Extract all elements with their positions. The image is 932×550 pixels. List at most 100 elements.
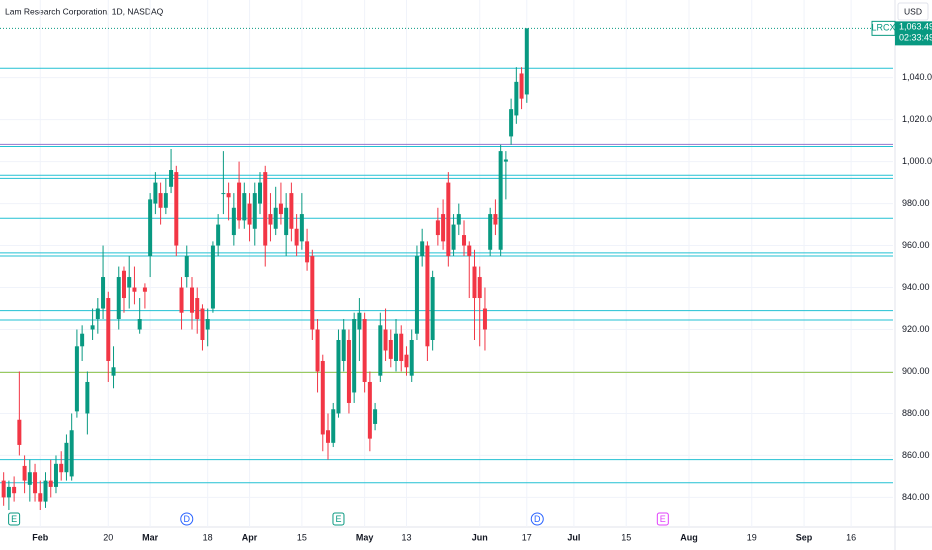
candle-body	[524, 28, 529, 95]
candle-body	[404, 354, 409, 368]
candle-body	[74, 346, 79, 412]
candle-body	[299, 214, 304, 242]
candle-body	[514, 81, 519, 116]
candle-body	[493, 214, 498, 225]
event-marker-label: D	[534, 514, 541, 524]
candle-body	[179, 287, 184, 313]
candle-body	[121, 270, 126, 299]
candle-body	[273, 207, 278, 229]
candle-body	[446, 182, 451, 257]
candle-body	[90, 325, 95, 330]
candle-body	[467, 245, 472, 257]
candle-body	[226, 193, 231, 198]
event-marker	[332, 512, 345, 526]
countdown: 02:33:49	[899, 33, 932, 43]
candle-body	[158, 193, 163, 208]
x-tick-label: Aug	[680, 532, 698, 542]
candle-body	[352, 319, 357, 393]
candle-body	[414, 256, 419, 334]
candle-body	[519, 73, 524, 99]
candle-body	[200, 308, 205, 340]
candle-body	[17, 419, 22, 445]
last-price-label: 1,063.49	[899, 22, 932, 32]
x-tick-label: Jul	[567, 532, 580, 542]
x-tick-label: Feb	[32, 532, 49, 542]
candle-body	[69, 430, 74, 477]
event-marker	[8, 512, 21, 526]
x-tick-label: Sep	[796, 532, 813, 542]
currency[interactable]: USD	[904, 6, 922, 16]
candle-body	[310, 256, 315, 330]
symbol: LRCX	[871, 23, 895, 33]
x-tick-label: 20	[103, 532, 113, 542]
y-tick-label: 880.00	[902, 408, 930, 418]
event-marker-label: E	[660, 514, 666, 524]
event-marker	[530, 512, 544, 526]
x-tick-label: 17	[522, 532, 532, 542]
y-tick-label: 840.00	[902, 492, 930, 502]
candle-body	[169, 170, 174, 187]
candle-body	[367, 381, 372, 439]
x-tick-label: 16	[846, 532, 856, 542]
candle-body	[132, 287, 137, 292]
x-tick-label: Jun	[472, 532, 488, 542]
candle-body	[64, 442, 69, 473]
candle-body	[106, 298, 111, 361]
x-tick-label: Mar	[142, 532, 159, 542]
candle-body	[33, 472, 38, 494]
candle-body	[252, 193, 257, 229]
candle-body	[289, 193, 294, 229]
candle-body	[326, 430, 331, 443]
candle-body	[388, 340, 393, 359]
candle-body	[341, 329, 346, 361]
x-tick-label: 13	[401, 532, 411, 542]
candle-body	[315, 329, 320, 372]
candle-body	[472, 266, 477, 299]
candle-body	[216, 224, 221, 246]
candle-body	[399, 333, 404, 361]
candle-body	[373, 409, 378, 424]
candle-body	[221, 193, 226, 195]
currency-box[interactable]	[897, 2, 929, 21]
candle-body	[362, 319, 367, 382]
candle-body	[336, 340, 341, 414]
y-tick-label: 940.00	[902, 282, 930, 292]
candle-body	[394, 333, 399, 361]
candle-body	[174, 172, 179, 246]
candle-body	[6, 486, 11, 498]
candle-body	[498, 151, 503, 250]
candle-body	[12, 486, 17, 494]
candle-body	[43, 480, 48, 502]
x-tick-label: 18	[203, 532, 213, 542]
candle-body	[357, 312, 362, 330]
event-marker-label: E	[335, 514, 341, 524]
candle-body	[378, 325, 383, 376]
y-tick-label: 900.00	[902, 366, 930, 376]
candle-body	[85, 381, 90, 414]
candle-body	[116, 277, 121, 320]
candle-body	[305, 241, 310, 263]
candle-body	[263, 172, 268, 246]
candle-body	[22, 465, 27, 481]
candle-body	[127, 277, 132, 288]
candle-body	[27, 472, 32, 485]
candle-body	[482, 308, 487, 330]
candle-body	[38, 493, 43, 502]
event-marker	[656, 512, 669, 526]
x-tick-label: 19	[747, 532, 757, 542]
candle-body	[488, 214, 493, 250]
x-tick-label: May	[356, 532, 374, 542]
candle-body	[320, 360, 325, 435]
x-tick-label: Apr	[242, 532, 258, 542]
candle-body	[451, 224, 456, 250]
candle-body	[456, 214, 461, 225]
candle-body	[59, 463, 64, 473]
candle-body	[142, 287, 147, 292]
y-tick-label: 1,020.00	[902, 114, 932, 124]
x-tick-label: 15	[621, 532, 631, 542]
candle-body	[346, 340, 351, 403]
y-tick-label: 920.00	[902, 324, 930, 334]
